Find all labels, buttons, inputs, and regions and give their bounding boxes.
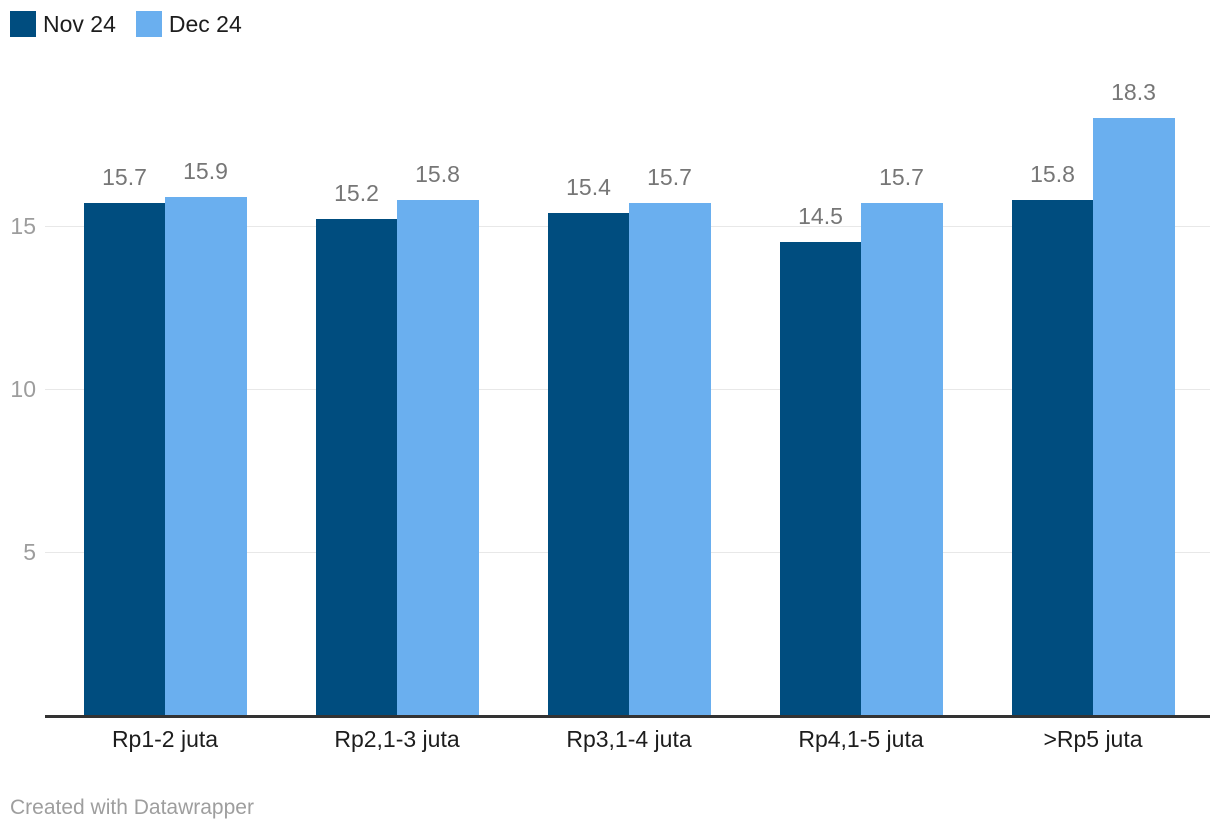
x-tick-label-1: Rp2,1-3 juta [334,726,460,752]
bar-value-label-0-1: 15.2 [334,180,379,207]
bar-nov-24-1 [316,219,397,718]
bar-value-label-1-3: 15.7 [879,164,924,191]
bar-nov-24-2 [548,212,629,718]
x-tick-label-3: Rp4,1-5 juta [798,726,924,752]
y-tick-label-10: 10 [10,376,36,402]
bar-dec-24-3 [861,203,943,718]
legend-item-dec-24: Dec 24 [135,11,242,37]
y-tick-label-15: 15 [10,213,36,239]
x-tick-label-0: Rp1-2 juta [111,726,219,752]
x-axis-line [45,715,1210,718]
bar-value-label-0-0: 15.7 [102,164,147,191]
bar-nov-24-0 [84,203,165,718]
datawrapper-credit-link[interactable]: Created with Datawrapper [10,796,254,819]
bar-nov-24-4 [1012,199,1093,718]
x-tick-label-4: >Rp5 juta [1043,726,1143,752]
y-tick-label-5: 5 [23,539,36,565]
bar-dec-24-4 [1093,118,1175,718]
bar-dec-24-0 [165,196,247,718]
bar-value-label-0-2: 15.4 [566,173,611,200]
bar-dec-24-1 [397,199,479,718]
x-tick-label-2: Rp3,1-4 juta [566,726,692,752]
legend-swatch-nov-24 [10,11,36,37]
legend-item-nov-24: Nov 24 [10,11,116,37]
bar-value-label-0-3: 14.5 [798,203,843,230]
bar-value-label-1-4: 18.3 [1111,79,1156,106]
bar-dec-24-2 [629,203,711,718]
bar-value-label-1-0: 15.9 [183,157,228,184]
legend-label-nov-24: Nov 24 [43,11,116,37]
legend-label-dec-24: Dec 24 [168,11,242,37]
legend: Nov 24 Dec 24 [10,11,242,37]
bar-value-label-1-2: 15.7 [647,164,692,191]
legend-swatch-dec-24 [135,11,162,37]
bar-value-label-0-4: 15.8 [1030,160,1075,187]
bar-nov-24-3 [780,242,861,718]
bar-value-label-1-1: 15.8 [415,160,460,187]
